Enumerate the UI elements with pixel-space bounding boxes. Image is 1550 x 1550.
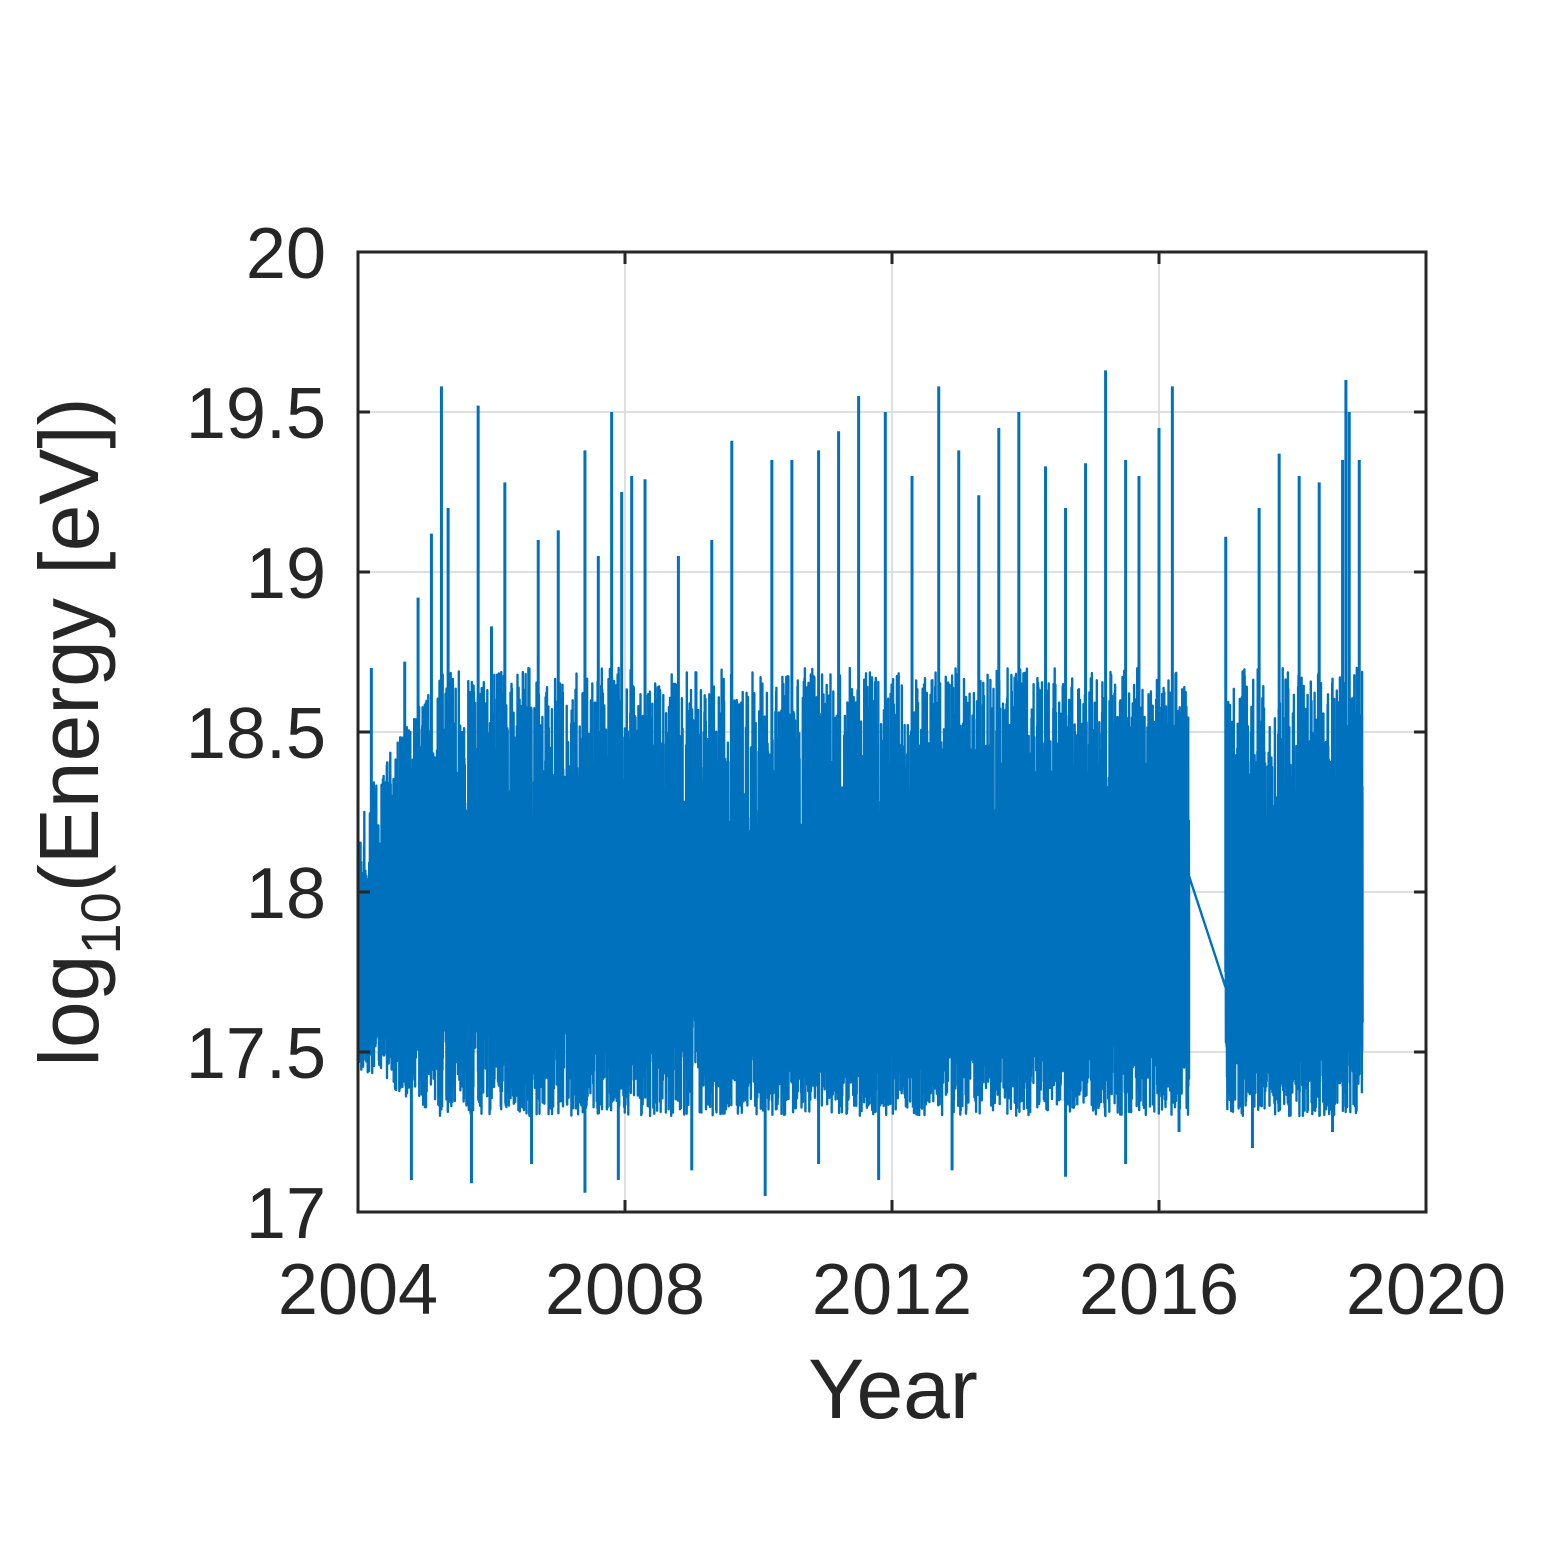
y-tick-label-1: 17.5 <box>186 1014 326 1094</box>
y-axis: 17 17.5 18 18.5 19 19.5 20 <box>186 214 1426 1254</box>
y-tick-label-3: 18.5 <box>186 694 326 774</box>
series-line <box>356 666 1364 1118</box>
plot-area <box>356 250 1428 1214</box>
y-axis-title-prefix: log <box>22 955 116 1067</box>
x-tick-label-3: 2016 <box>1079 1250 1239 1330</box>
x-axis-title: Year <box>808 1342 978 1436</box>
y-tick-label-5: 19.5 <box>186 374 326 454</box>
y-axis-title-rest: (Energy [eV]) <box>22 397 116 892</box>
y-axis-title: log10(Energy [eV]) <box>22 397 132 1066</box>
x-tick-label-1: 2008 <box>545 1250 705 1330</box>
x-tick-label-0: 2004 <box>278 1250 438 1330</box>
x-tick-label-4: 2020 <box>1346 1250 1506 1330</box>
x-tick-label-2: 2012 <box>812 1250 972 1330</box>
y-tick-label-2: 18 <box>246 854 326 934</box>
x-axis: 2004 2008 2012 2016 2020 <box>278 252 1506 1330</box>
y-tick-label-0: 17 <box>246 1174 326 1254</box>
y-tick-label-6: 20 <box>246 214 326 294</box>
y-tick-label-4: 19 <box>246 534 326 614</box>
y-axis-title-subscript: 10 <box>69 892 132 954</box>
